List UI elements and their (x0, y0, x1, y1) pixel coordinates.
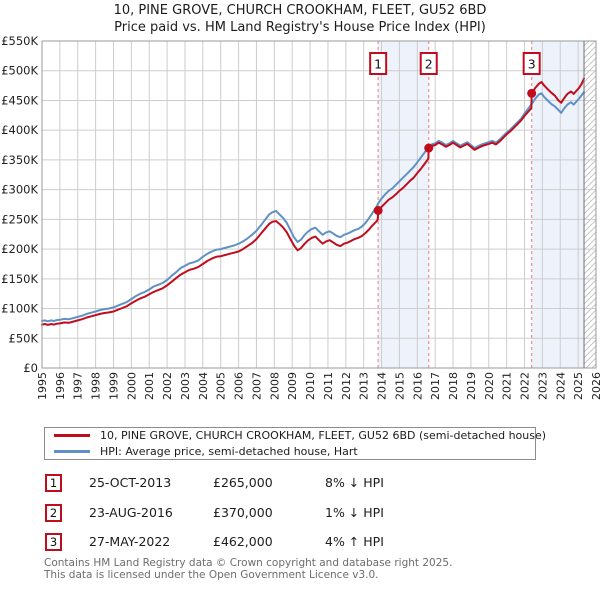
ownership-band (531, 41, 585, 368)
legend-item-hpi: HPI: Average price, semi-detached house,… (45, 444, 535, 459)
x-axis-tick-label: 1999 (107, 372, 120, 400)
legend-label-price-paid: 10, PINE GROVE, CHURCH CROOKHAM, FLEET, … (100, 429, 547, 443)
sale-row-3: 3 27-MAY-2022 £462,000 4% ↑ HPI (45, 533, 585, 551)
sale-row-1: 1 25-OCT-2013 £265,000 8% ↓ HPI (45, 474, 585, 492)
chart-legend: 10, PINE GROVE, CHURCH CROOKHAM, FLEET, … (44, 427, 546, 460)
price-paid-line (41, 77, 585, 326)
x-axis-tick-label: 2010 (304, 372, 317, 400)
x-axis-tick-label: 2024 (554, 372, 567, 400)
x-axis-tick-label: 2022 (519, 372, 532, 400)
sales-table: 1 25-OCT-2013 £265,000 8% ↓ HPI 2 23-AUG… (45, 474, 585, 563)
x-axis-tick-label: 2009 (286, 372, 299, 400)
x-axis-tick-label: 2013 (358, 372, 371, 400)
sale-date: 23-AUG-2016 (89, 504, 173, 520)
y-axis-tick-label: £150K (1, 272, 38, 286)
chart-subtitle: Price paid vs. HM Land Registry's House … (114, 20, 486, 35)
sale-vs-hpi: 4% ↑ HPI (325, 534, 384, 549)
sale-marker-number: 3 (528, 57, 536, 72)
sale-number-badge: 1 (45, 474, 62, 492)
y-axis-tick-label: £200K (1, 242, 38, 256)
sale-date: 27-MAY-2022 (89, 534, 171, 549)
future-hatch-region (584, 41, 596, 368)
sale-vs-hpi: 8% ↓ HPI (325, 475, 384, 490)
y-axis-tick-label: £0 (23, 361, 38, 375)
x-axis-tick-label: 2026 (590, 372, 600, 400)
plot-frame (41, 40, 597, 369)
x-axis-tick-label: 2014 (376, 372, 389, 400)
hpi-line-swatch (54, 449, 90, 453)
x-axis-tick-label: 2016 (411, 372, 424, 400)
sale-number-badge: 2 (45, 503, 62, 522)
x-axis-tick-label: 2019 (465, 372, 478, 400)
x-axis-tick-label: 2025 (572, 372, 585, 400)
x-axis-tick-label: 1996 (54, 372, 67, 400)
sale-price: £370,000 (213, 504, 273, 520)
sale-marker-dot (424, 143, 434, 153)
sale-marker-box (522, 52, 541, 75)
copyright-footer: Contains HM Land Registry data © Crown c… (44, 557, 584, 581)
x-axis-tick-label: 2008 (268, 372, 281, 400)
price-paid-line-swatch (54, 434, 90, 438)
legend-item-price-paid: 10, PINE GROVE, CHURCH CROOKHAM, FLEET, … (45, 428, 546, 443)
x-axis-tick-label: 2012 (340, 372, 353, 400)
x-axis-tick-label: 1998 (90, 372, 103, 400)
price-chart: £0 £50K £100K £150K £200K £250K £300K £350K £400… (1, 34, 600, 400)
x-axis-tick-label: 2020 (483, 372, 496, 400)
x-axis-tick-label: 2004 (197, 372, 210, 400)
sale-price: £265,000 (213, 475, 273, 490)
x-axis-tick-label: 2015 (393, 372, 406, 400)
x-axis-tick-label: 2000 (125, 372, 138, 400)
footer-line-2: This data is licensed under the Open Gov… (44, 568, 379, 581)
y-axis-tick-label: £400K (1, 123, 38, 137)
x-axis-tick-label: 1997 (72, 372, 85, 400)
x-axis-tick-label: 2018 (447, 372, 460, 400)
footer-line-1: Contains HM Land Registry data © Crown c… (44, 557, 453, 569)
x-axis-tick-label: 2003 (179, 372, 192, 400)
ownership-band (378, 41, 429, 368)
sale-price: £462,000 (213, 534, 273, 549)
sale-marker-number: 1 (374, 57, 382, 72)
x-axis-tick-label: 2001 (143, 372, 156, 400)
x-axis-tick-label: 2023 (536, 372, 549, 400)
sale-marker-box (419, 52, 438, 75)
x-axis-tick-label: 2002 (161, 372, 174, 400)
x-axis-tick-label: 2011 (322, 372, 335, 400)
hpi-line (41, 91, 585, 323)
sale-date: 25-OCT-2013 (89, 475, 172, 490)
legend-label-hpi: HPI: Average price, semi-detached house,… (100, 444, 358, 458)
sale-row-2: 2 23-AUG-2016 £370,000 1% ↓ HPI (45, 503, 585, 522)
chart-title-address: 10, PINE GROVE, CHURCH CROOKHAM, FLEET, … (113, 3, 487, 18)
sale-marker-box (369, 52, 388, 75)
x-axis-tick-label: 2007 (250, 372, 263, 400)
sale-number-badge: 3 (45, 533, 62, 551)
y-axis-tick-label: £350K (1, 153, 38, 167)
y-axis-tick-label: £500K (1, 64, 38, 78)
sale-marker-dot (373, 205, 383, 215)
x-axis-tick-label: 2017 (429, 372, 442, 400)
x-axis-tick-label: 2006 (233, 372, 246, 400)
y-axis-tick-label: £300K (1, 183, 38, 197)
sale-vs-hpi: 1% ↓ HPI (325, 504, 384, 520)
sale-marker-dot (527, 88, 537, 98)
x-axis-tick-label: 1995 (36, 372, 49, 400)
x-axis-tick-label: 2021 (501, 372, 514, 400)
y-axis-tick-label: £50K (9, 331, 39, 345)
y-axis-tick-label: £450K (1, 93, 38, 107)
y-axis-tick-label: £550K (1, 34, 38, 48)
y-axis-tick-label: £100K (1, 302, 38, 316)
sale-marker-number: 2 (425, 57, 433, 72)
y-axis-tick-label: £250K (1, 212, 38, 226)
x-axis-tick-label: 2005 (215, 372, 228, 400)
